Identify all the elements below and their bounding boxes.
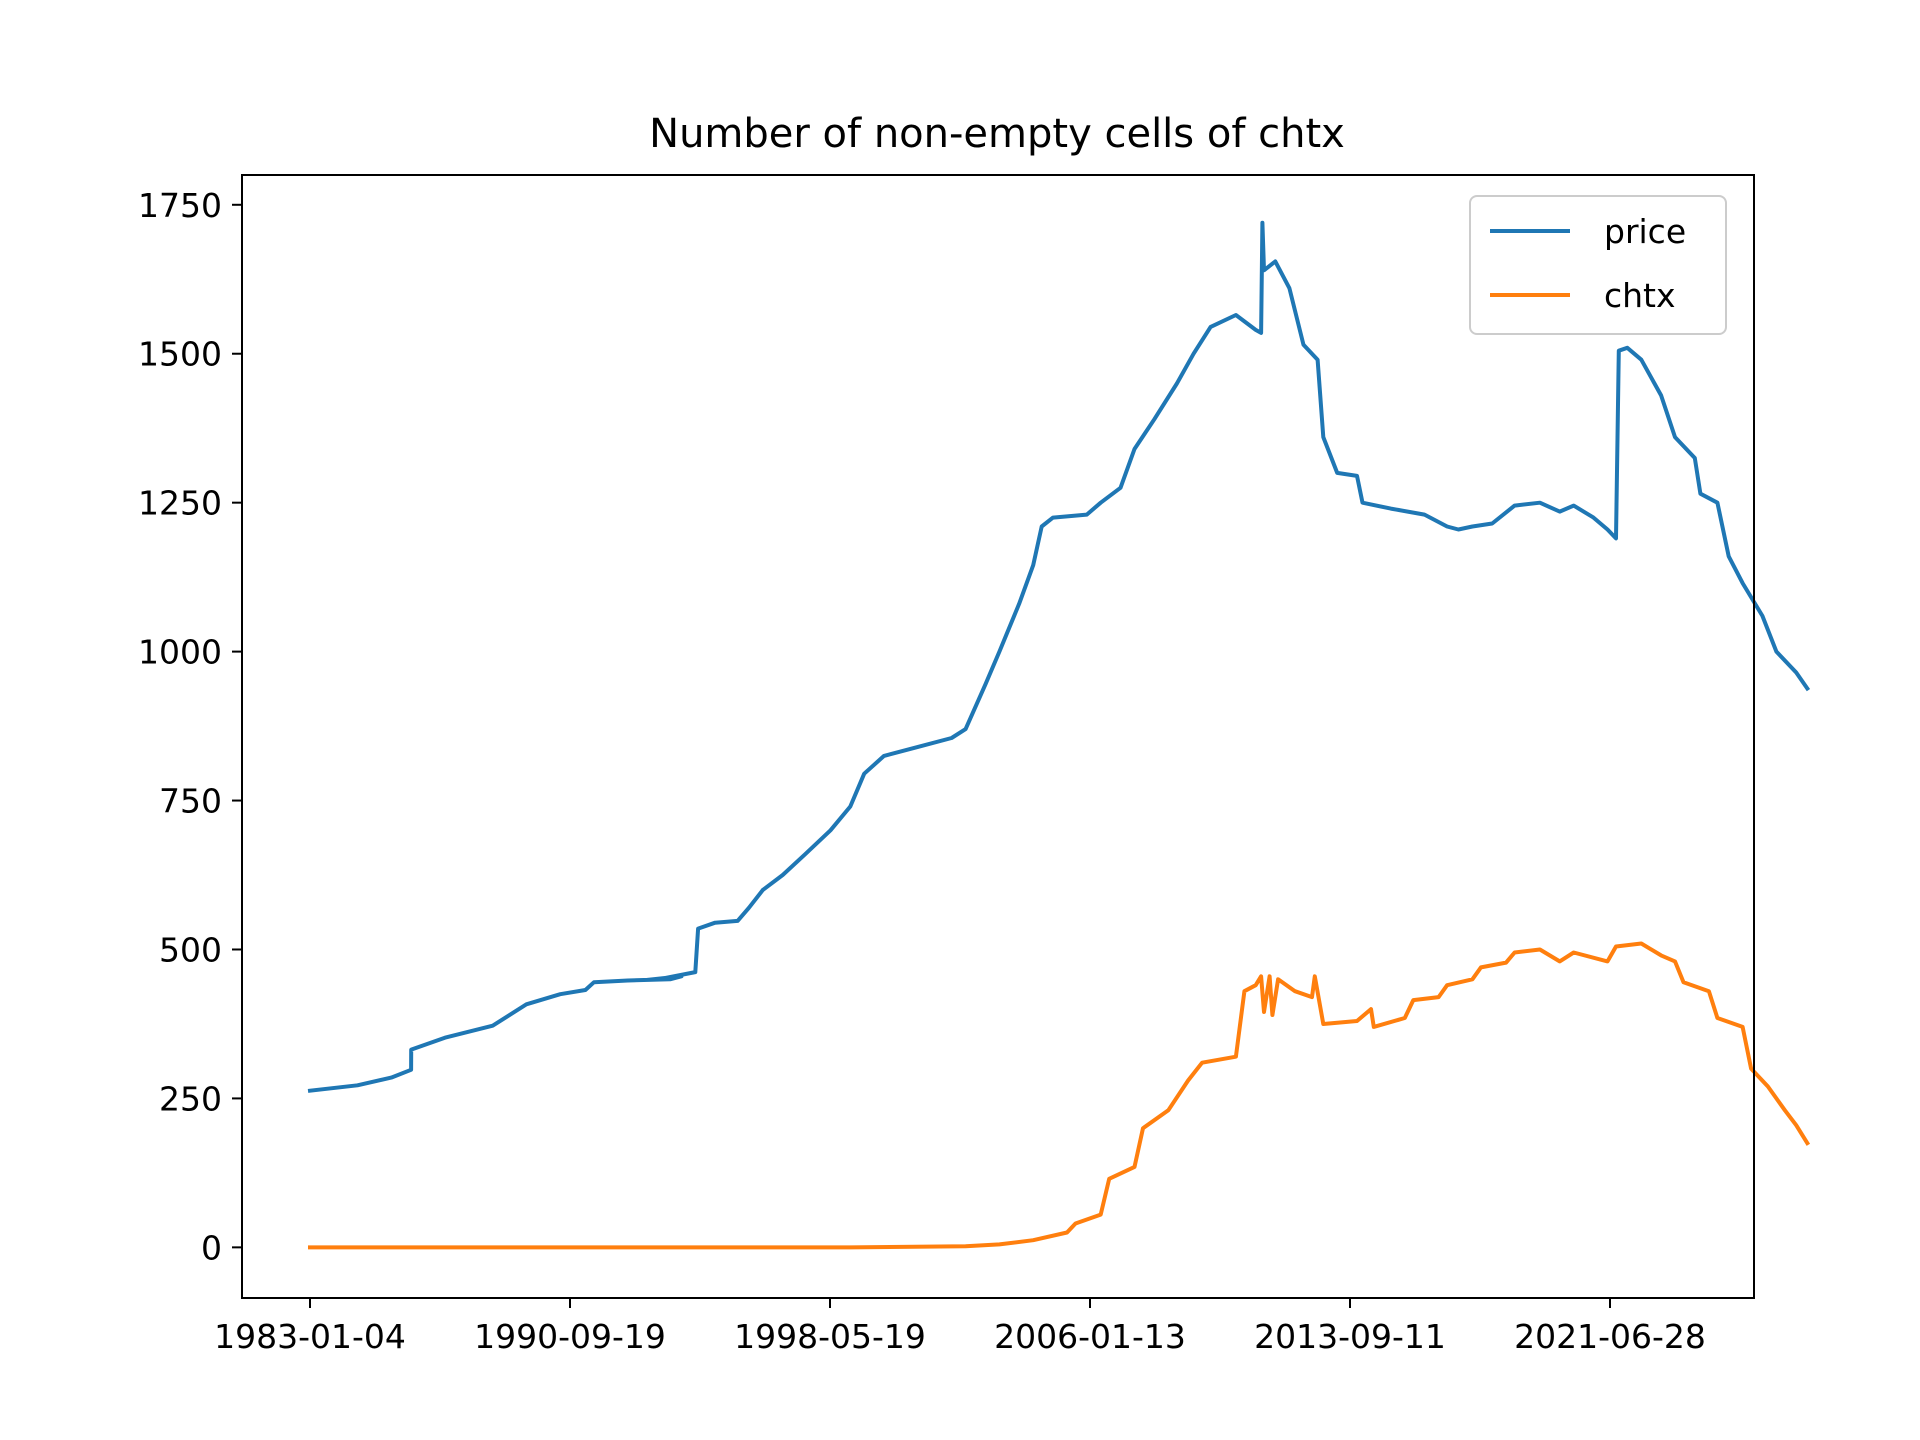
- legend: price chtx: [1469, 195, 1727, 335]
- plot-lines: [307, 220, 1811, 1250]
- plot-frame: [241, 174, 1755, 1299]
- legend-label-chtx: chtx: [1604, 276, 1676, 315]
- x-axis: 1983-01-04 1990-09-19 1998-05-19 2006-01-13…: [214, 1298, 1706, 1356]
- y-tick-label: 1500: [138, 335, 222, 374]
- legend-box: [1469, 195, 1727, 335]
- y-tick-label: 1750: [138, 186, 222, 225]
- y-tick-label: 1000: [138, 633, 222, 672]
- y-tick-label: 750: [159, 782, 222, 821]
- x-tick-label: 2006-01-13: [994, 1317, 1186, 1356]
- y-tick-label: 250: [159, 1079, 222, 1118]
- y-axis: 0 250 500 750 1000 1250 1500 1750: [138, 186, 242, 1267]
- x-tick-label: 2021-06-28: [1514, 1317, 1706, 1356]
- chart-title: Number of non-empty cells of chtx: [649, 111, 1345, 157]
- legend-label-price: price: [1604, 212, 1686, 251]
- x-tick-label: 1983-01-04: [214, 1317, 406, 1356]
- y-tick-label: 1250: [138, 484, 222, 523]
- x-tick-label: 1990-09-19: [474, 1317, 666, 1356]
- y-tick-label: 500: [159, 930, 222, 969]
- x-tick-label: 1998-05-19: [734, 1317, 926, 1356]
- x-tick-label: 2013-09-11: [1254, 1317, 1446, 1356]
- series-line-price: [307, 220, 1811, 1093]
- series-line-chtx: [308, 941, 1811, 1250]
- y-tick-label: 0: [201, 1228, 222, 1267]
